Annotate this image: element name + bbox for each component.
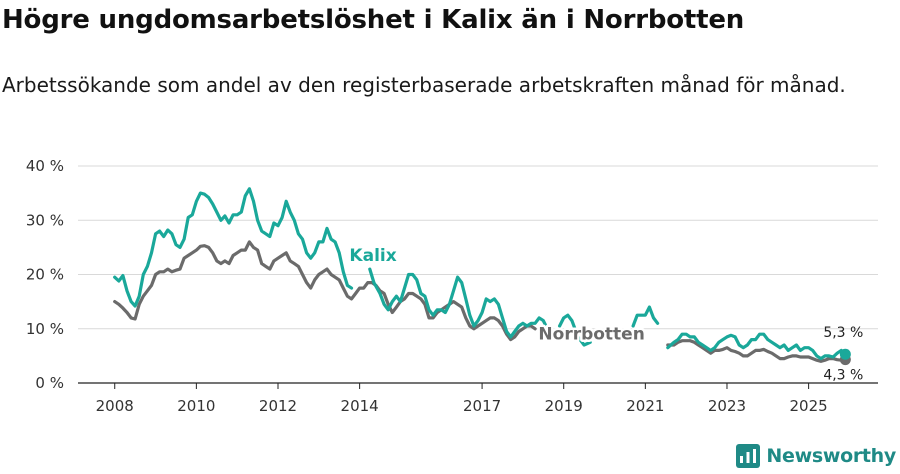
series-label-norrbotten: Norrbotten [538,325,644,345]
series-line-kalix-2 [558,313,592,347]
x-tick-label-2008: 2008 [96,397,134,415]
x-tick-label-2019: 2019 [545,397,583,415]
y-tick-label-20: 20 % [26,266,64,284]
x-tick-label-2023: 2023 [708,397,746,415]
y-tick-label-10: 10 % [26,320,64,338]
x-tick-label-2017: 2017 [463,397,501,415]
chart-title: Högre ungdomsarbetslöshet i Kalix än i N… [2,5,745,35]
brand-name: Newsworthy [766,445,896,467]
end-label-kalix: 5,3 % [823,325,863,341]
x-tick-label-2012: 2012 [259,397,297,415]
end-label-norrbotten: 4,3 % [823,368,863,384]
newsworthy-logo-icon [736,444,761,468]
x-tick-label-2014: 2014 [341,397,379,415]
y-tick-label-0: 0 % [35,374,64,392]
series-line-norrbotten-1 [666,339,847,363]
series-line-kalix-4 [666,332,847,361]
chart-subtitle: Arbetssökande som andel av den registerb… [2,73,846,97]
x-tick-label-2010: 2010 [177,397,215,415]
series-line-kalix-0 [113,187,354,308]
y-tick-label-30: 30 % [26,211,64,229]
series-label-kalix: Kalix [349,246,396,266]
series-line-kalix-3 [631,305,660,328]
series-line-norrbotten-0 [113,240,537,342]
series-line-kalix-1 [368,267,549,339]
y-tick-label-40: 40 % [26,157,64,175]
end-marker-kalix [839,348,851,360]
brand: Newsworthy [736,444,896,468]
x-tick-label-2025: 2025 [790,397,828,415]
x-tick-label-2021: 2021 [626,397,664,415]
